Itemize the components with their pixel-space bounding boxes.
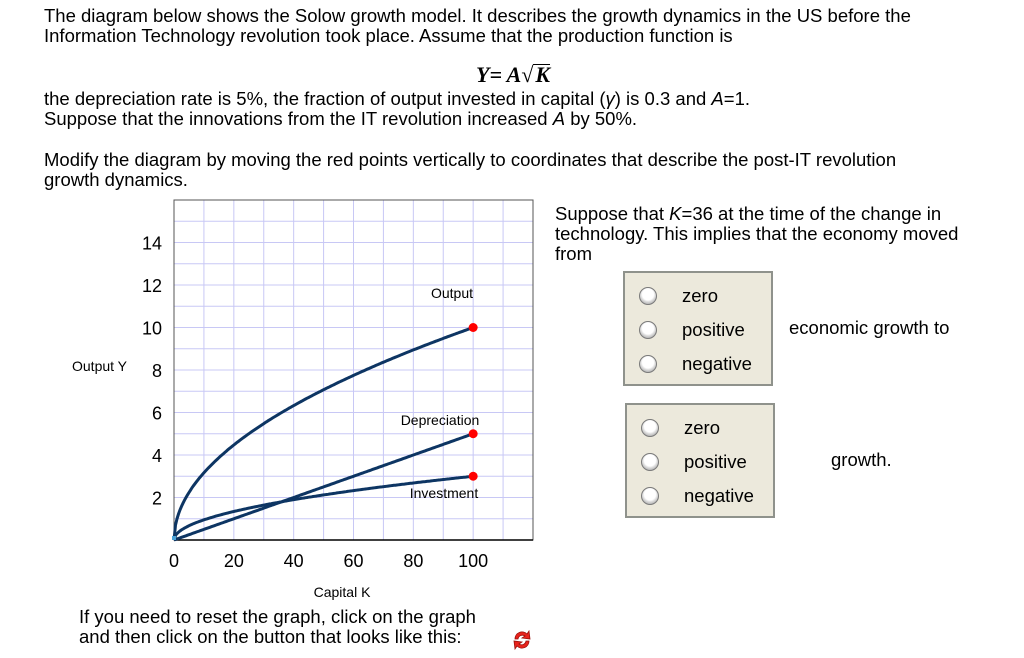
series-label-output: Output <box>431 285 473 301</box>
y-tick-label: 6 <box>152 404 162 424</box>
radio-button[interactable] <box>641 487 659 505</box>
text: =36 at the time of the change in <box>681 203 942 224</box>
series-label-depreciation: Depreciation <box>401 412 480 428</box>
text: ) is 0.3 and <box>614 88 712 109</box>
radio-group-to: zero positive negative <box>625 403 775 518</box>
radio-from-negative[interactable]: negative <box>639 351 752 377</box>
y-tick-label: 4 <box>152 446 162 466</box>
text: Suppose that <box>555 203 670 224</box>
x-tick-label: 80 <box>403 551 423 571</box>
text: Suppose that the innovations from the IT… <box>44 108 553 129</box>
x-axis-label: Capital K <box>314 584 371 600</box>
radio-to-positive[interactable]: positive <box>641 449 747 475</box>
intro-line-1: The diagram below shows the Solow growth… <box>44 5 911 26</box>
x-tick-label: 100 <box>458 551 488 571</box>
solow-graph[interactable]: 0 20 40 60 80 100 2 4 6 8 10 12 14 Capital K Output Y O… <box>0 0 560 600</box>
option-label: zero <box>682 285 718 306</box>
reset-line-2: and then click on the button that looks … <box>79 626 462 647</box>
k-symbol: K <box>669 203 682 224</box>
group1-suffix: economic growth to <box>789 317 950 338</box>
instruction-line-1: Modify the diagram by moving the red poi… <box>44 149 897 170</box>
option-label: negative <box>682 353 752 374</box>
option-label: zero <box>684 417 720 438</box>
question-line-1: Suppose that K=36 at the time of the cha… <box>555 204 941 224</box>
curve-depreciation <box>173 432 474 542</box>
radio-button[interactable] <box>641 419 659 437</box>
x-tick-label: 40 <box>284 551 304 571</box>
text: the depreciation rate is 5%, the fractio… <box>44 88 606 109</box>
instruction-line-2: growth dynamics. <box>44 169 188 190</box>
text: by 50%. <box>565 108 638 129</box>
option-label: negative <box>684 485 754 506</box>
radio-to-zero[interactable]: zero <box>641 415 720 441</box>
radio-from-zero[interactable]: zero <box>639 283 718 309</box>
a-symbol: A <box>711 88 724 109</box>
production-function-formula: Y= A√K <box>476 62 551 88</box>
point-output[interactable] <box>468 323 478 332</box>
origin-marker <box>172 536 176 540</box>
refresh-icon <box>513 629 531 651</box>
group2-suffix: growth. <box>831 449 892 470</box>
radio-to-negative[interactable]: negative <box>641 483 754 509</box>
radio-button[interactable] <box>641 453 659 471</box>
question-line-2: technology. This implies that the econom… <box>555 223 959 244</box>
intro-line-4: Suppose that the innovations from the IT… <box>44 109 637 129</box>
text: =1. <box>723 88 750 109</box>
point-investment[interactable] <box>468 471 478 481</box>
x-tick-label: 0 <box>169 551 179 571</box>
y-tick-label: 14 <box>142 234 162 254</box>
radio-button[interactable] <box>639 321 657 339</box>
y-tick-label: 8 <box>152 361 162 381</box>
a-symbol: A <box>552 108 566 129</box>
question-line-3: from <box>555 243 592 264</box>
y-axis-label: Output Y <box>72 358 128 374</box>
option-label: positive <box>682 319 745 340</box>
sqrt-sign: √ <box>521 62 534 87</box>
y-tick-label: 2 <box>152 489 162 509</box>
intro-line-2: Information Technology revolution took p… <box>44 25 733 46</box>
radio-button[interactable] <box>639 287 657 305</box>
radio-from-positive[interactable]: positive <box>639 317 745 343</box>
curve-investment <box>172 474 474 541</box>
formula-lhs: Y= A <box>476 62 522 87</box>
formula-radicand: K <box>533 62 551 87</box>
y-tick-label: 10 <box>142 319 162 339</box>
point-depreciation[interactable] <box>468 429 478 439</box>
option-label: positive <box>684 451 747 472</box>
gamma-symbol: γ <box>605 88 615 109</box>
reset-line-1: If you need to reset the graph, click on… <box>79 606 476 627</box>
curve-output <box>172 326 474 541</box>
radio-group-from: zero positive negative <box>623 271 773 386</box>
series-label-investment: Investment <box>410 485 479 501</box>
y-tick-label: 12 <box>142 276 162 296</box>
intro-line-3: the depreciation rate is 5%, the fractio… <box>44 89 750 109</box>
x-tick-label: 60 <box>343 551 363 571</box>
radio-button[interactable] <box>639 355 657 373</box>
x-tick-label: 20 <box>224 551 244 571</box>
